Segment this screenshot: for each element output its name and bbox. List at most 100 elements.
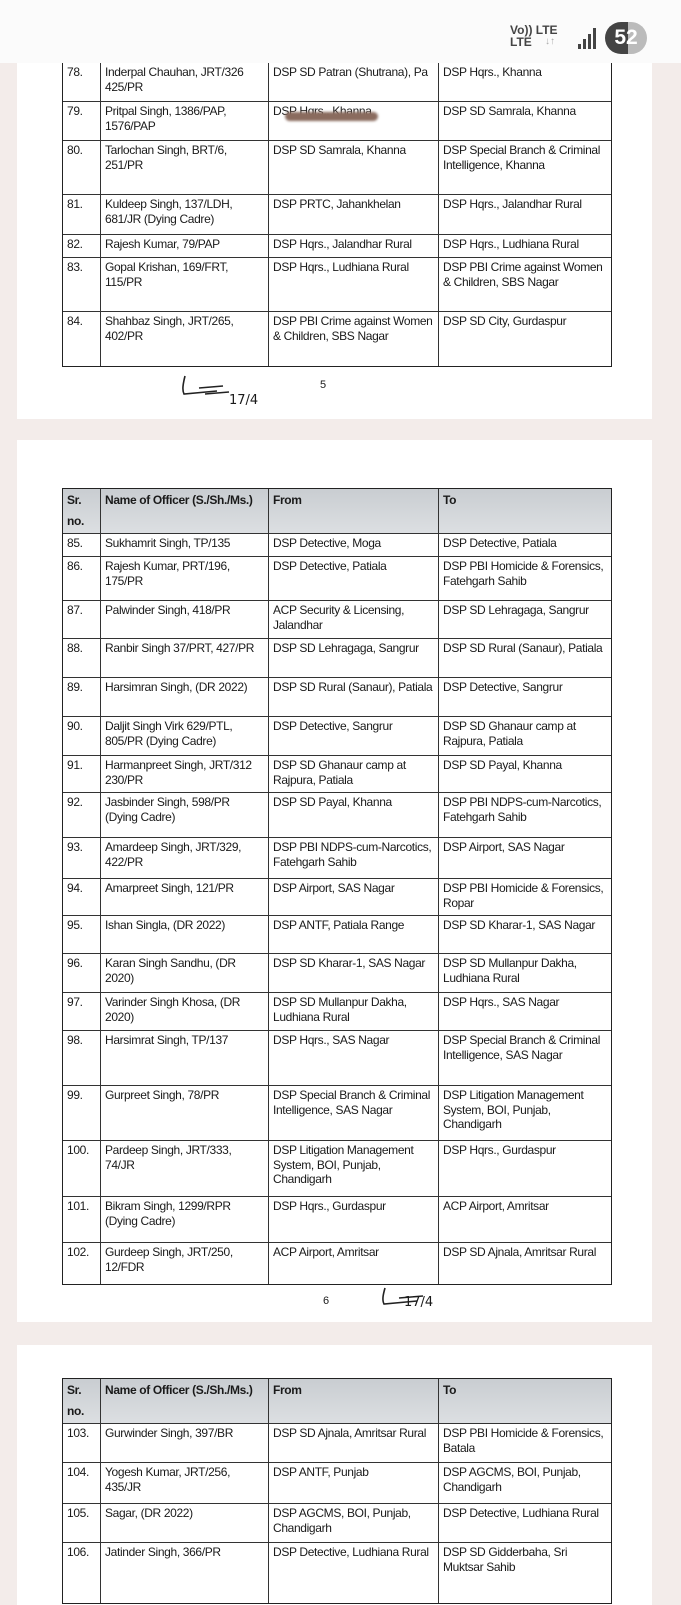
cell-from: DSP AGCMS, BOI, Punjab, Chandigarh (269, 1504, 439, 1542)
cell-sr: 100. (63, 1141, 101, 1196)
cell-name: Harmanpreet Singh, JRT/312 230/PR (101, 756, 269, 792)
table-row: 78. Inderpal Chauhan, JRT/326 425/PR DSP S… (63, 63, 611, 102)
cell-name: Gurwinder Singh, 397/BR (101, 1424, 269, 1462)
cell-name: Sagar, (DR 2022) (101, 1504, 269, 1542)
cell-name: Sukhamrit Singh, TP/135 (101, 534, 269, 556)
table-row: 95. Ishan Singla, (DR 2022) DSP ANTF, Pati… (63, 916, 611, 954)
transfer-table: Sr. no. Name of Officer (S./Sh./Ms.) From T… (62, 1378, 612, 1604)
data-arrows-icon: ↓↑ (545, 36, 555, 47)
cell-sr: 95. (63, 916, 101, 953)
table-row: 84. Shahbaz Singh, JRT/265, 402/PR DSP PBI… (63, 312, 611, 366)
cell-to: DSP PBI NDPS-cum-Narcotics, Fatehgarh Sa… (443, 795, 602, 824)
cell-sr: 102. (63, 1243, 101, 1284)
cell-name: Amarpreet Singh, 121/PR (101, 879, 269, 915)
cell-name: Varinder Singh Khosa, (DR 2020) (101, 993, 269, 1030)
cell-sr: 79. (63, 102, 101, 140)
cell-name: Ranbir Singh 37/PRT, 427/PR (101, 639, 269, 677)
cell-from: DSP SD Patran (Shutrana), Pa (269, 63, 439, 101)
data-indicator: LTE ↓↑ (545, 24, 567, 48)
cell-sr: 89. (63, 678, 101, 716)
table-row: 92. Jasbinder Singh, 598/PR (Dying Cadre)… (63, 793, 611, 838)
table-row: 102. Gurdeep Singh, JRT/250, 12/FDR ACP Ai… (63, 1243, 611, 1284)
column-header-from: From (269, 489, 439, 533)
table-row: 99. Gurpreet Singh, 78/PR DSP Special Bran… (63, 1086, 611, 1141)
cell-to: DSP PBI Homicide & Forensics, Ropar (443, 881, 604, 910)
cell-to: DSP SD Rural (Sanaur), Patiala (443, 641, 603, 655)
cell-sr: 99. (63, 1086, 101, 1140)
document-page-7: Sr. no. Name of Officer (S./Sh./Ms.) From T… (17, 1345, 652, 1605)
table-row: 89. Harsimran Singh, (DR 2022) DSP SD Rura… (63, 678, 611, 717)
table-row: 104. Yogesh Kumar, JRT/256, 435/JR DSP ANT… (63, 1463, 611, 1504)
cell-name: Harsimrat Singh, TP/137 (101, 1031, 269, 1085)
cell-from: DSP SD Rural (Sanaur), Patiala (269, 678, 439, 716)
cell-name: Jatinder Singh, 366/PR (101, 1543, 269, 1603)
cell-name: Jasbinder Singh, 598/PR (Dying Cadre) (101, 793, 269, 837)
cell-sr: 88. (63, 639, 101, 677)
cell-name: Daljit Singh Virk 629/PTL, 805/PR (Dying… (101, 717, 269, 755)
cell-sr: 92. (63, 793, 101, 837)
cell-to: DSP SD Ghanaur camp at Rajpura, Patiala (443, 719, 576, 748)
cell-to: DSP Hqrs., Khanna (443, 65, 542, 79)
cell-from: DSP Litigation Management System, BOI, P… (269, 1141, 439, 1196)
cell-to: DSP Litigation Management System, BOI, P… (443, 1088, 584, 1131)
table-row: 86. Rajesh Kumar, PRT/196, 175/PR DSP Dete… (63, 557, 611, 601)
cell-from: DSP SD Ghanaur camp at Rajpura, Patiala (269, 756, 439, 792)
cell-sr: 87. (63, 601, 101, 638)
cell-to: ACP Airport, Amritsar (443, 1199, 549, 1213)
cell-from: DSP Hqrs., Gurdaspur (269, 1197, 439, 1242)
cell-to: DSP Detective, Ludhiana Rural (443, 1506, 599, 1520)
column-header-from: From (269, 1379, 439, 1423)
cell-sr: 84. (63, 312, 101, 366)
table-row: 85. Sukhamrit Singh, TP/135 DSP Detective,… (63, 534, 611, 557)
cell-name: Inderpal Chauhan, JRT/326 425/PR (101, 63, 269, 101)
cell-sr: 86. (63, 557, 101, 600)
table-row: 80. Tarlochan Singh, BRT/6, 251/PR DSP SD … (63, 141, 611, 195)
table-row: 96. Karan Singh Sandhu, (DR 2020) DSP SD K… (63, 954, 611, 993)
cell-from: DSP SD Kharar-1, SAS Nagar (269, 954, 439, 992)
cell-sr: 97. (63, 993, 101, 1030)
transfer-table: Sr. no. Name of Officer (S./Sh./Ms.) From T… (62, 488, 612, 1285)
battery-indicator: 52 (605, 22, 647, 54)
column-header-name: Name of Officer (S./Sh./Ms.) (101, 489, 269, 533)
page-number: 5 (320, 379, 327, 391)
table-row: 87. Palwinder Singh, 418/PR ACP Security &… (63, 601, 611, 639)
cell-sr: 106. (63, 1543, 101, 1603)
cell-to: DSP Detective, Sangrur (443, 680, 563, 694)
table-row: 93. Amardeep Singh, JRT/329, 422/PR DSP PB… (63, 838, 611, 879)
cell-from: DSP Detective, Patiala (269, 557, 439, 600)
table-row: 103. Gurwinder Singh, 397/BR DSP SD Ajnala… (63, 1424, 611, 1463)
cell-name: Ishan Singla, (DR 2022) (101, 916, 269, 953)
cell-sr: 91. (63, 756, 101, 792)
cell-name: Pritpal Singh, 1386/PAP, 1576/PAP (101, 102, 269, 140)
cell-sr: 80. (63, 141, 101, 194)
network-label: Vo)) LTE (510, 23, 558, 37)
cell-sr: 105. (63, 1504, 101, 1542)
cell-name: Gurpreet Singh, 78/PR (101, 1086, 269, 1140)
cell-from: DSP Special Branch & Criminal Intelligen… (269, 1086, 439, 1140)
cell-from: DSP Hqrs., Ludhiana Rural (269, 258, 439, 311)
cell-name: Tarlochan Singh, BRT/6, 251/PR (101, 141, 269, 194)
cell-from: DSP Detective, Sangrur (269, 717, 439, 755)
table-row: 105. Sagar, (DR 2022) DSP AGCMS, BOI, Punj… (63, 1504, 611, 1543)
cell-name: Pardeep Singh, JRT/333, 74/JR (101, 1141, 269, 1196)
cell-to: DSP Hqrs., Jalandhar Rural (443, 197, 582, 211)
cell-from: ACP Security & Licensing, Jalandhar (269, 601, 439, 638)
table-row: 94. Amarpreet Singh, 121/PR DSP Airport, S… (63, 879, 611, 916)
page-number: 6 (323, 1295, 330, 1307)
cell-name: Karan Singh Sandhu, (DR 2020) (101, 954, 269, 992)
cell-to: DSP SD Ajnala, Amritsar Rural (443, 1245, 597, 1259)
table-row: 91. Harmanpreet Singh, JRT/312 230/PR DSP … (63, 756, 611, 793)
cell-to: DSP Hqrs., SAS Nagar (443, 995, 560, 1009)
cell-to: DSP PBI Homicide & Forensics, Batala (443, 1426, 604, 1455)
table-row: 100. Pardeep Singh, JRT/333, 74/JR DSP Lit… (63, 1141, 611, 1197)
cell-from: DSP SD Payal, Khanna (269, 793, 439, 837)
network-label-2: LTE (510, 35, 532, 49)
cell-sr: 90. (63, 717, 101, 755)
column-header-sr: Sr. no. (63, 489, 101, 533)
volte-indicator: Vo)) LTE LTE (510, 24, 558, 48)
cell-from: DSP Hqrs., Jalandhar Rural (269, 235, 439, 257)
cell-from: DSP PBI NDPS-cum-Narcotics, Fatehgarh Sa… (269, 838, 439, 878)
cell-sr: 96. (63, 954, 101, 992)
cell-from: DSP SD Mullanpur Dakha, Ludhiana Rural (269, 993, 439, 1030)
cell-sr: 83. (63, 258, 101, 311)
